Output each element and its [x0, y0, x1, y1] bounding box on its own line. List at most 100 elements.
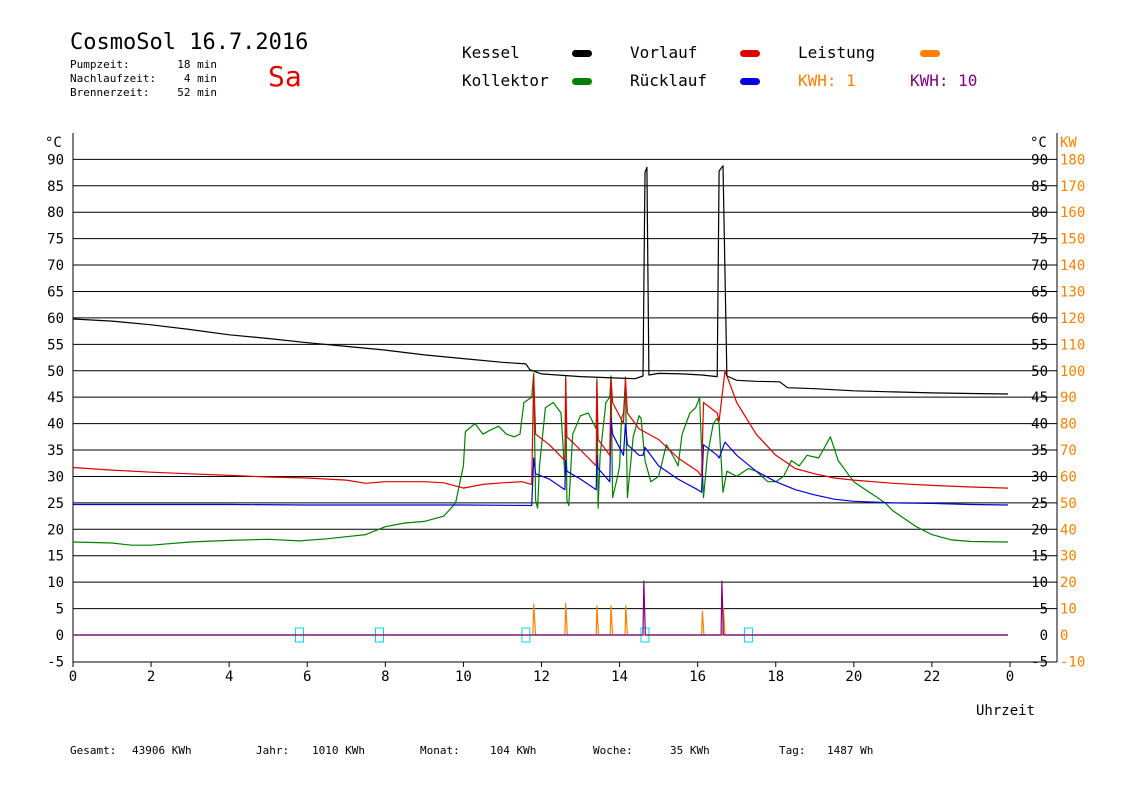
y-tick-label: 25 [47, 496, 64, 512]
y2-tick-label: 170 [1060, 179, 1085, 195]
y-tick-label: 85 [47, 179, 64, 195]
y-tick-label: 70 [47, 258, 64, 274]
series-line-kollektor [72, 372, 1009, 546]
y-tick-label: 15 [47, 549, 64, 565]
series-line-r-cklauf [73, 417, 1009, 507]
y-tick-label: 20 [47, 522, 64, 538]
y2-tick-label: 40 [1060, 522, 1077, 538]
y-tick-label-right: 35 [1031, 443, 1048, 459]
y-tick-label-right: 75 [1031, 232, 1048, 248]
y-tick-label-right: 65 [1031, 284, 1048, 300]
y-tick-label: 80 [47, 205, 64, 221]
y-tick-label-right: 60 [1031, 311, 1048, 327]
x-tick-label: 12 [533, 669, 550, 685]
y2-tick-label: 150 [1060, 232, 1085, 248]
y-tick-label: 45 [47, 390, 64, 406]
y-tick-label: 35 [47, 443, 64, 459]
y2-tick-label: 60 [1060, 469, 1077, 485]
legend-kollektor-label: Kollektor [462, 71, 549, 90]
y-tick-label: 5 [56, 602, 64, 618]
y-unit-label: °C [45, 135, 62, 151]
y-tick-label: -5 [47, 654, 64, 670]
gesamt-label: Gesamt: [70, 744, 117, 757]
y-tick-label: 50 [47, 364, 64, 380]
y2-tick-label: 120 [1060, 311, 1085, 327]
x-tick-label: 20 [845, 669, 862, 685]
y-tick-label-right: 20 [1031, 522, 1048, 538]
monat-label: Monat: [420, 744, 460, 757]
legend-kollektor-swatch [572, 78, 592, 85]
y-tick-label: 90 [47, 152, 64, 168]
jahr-label: Jahr: [256, 744, 290, 757]
y-tick-label-right: 70 [1031, 258, 1048, 274]
legend-kessel-label: Kessel [462, 43, 520, 62]
y2-tick-label: 140 [1060, 258, 1085, 274]
x-axis-label: Uhrzeit [976, 703, 1035, 719]
y2-tick-label: 80 [1060, 417, 1077, 433]
x-tick-label: 18 [767, 669, 784, 685]
y-tick-label: 40 [47, 417, 64, 433]
y-tick-label-right: 55 [1031, 337, 1048, 353]
legend-leistung-label: Leistung [798, 43, 876, 62]
y-tick-label-right: 30 [1031, 469, 1048, 485]
y2-tick-label: 90 [1060, 390, 1077, 406]
y2-tick-label: 160 [1060, 205, 1085, 221]
y-tick-label-right: 85 [1031, 179, 1048, 195]
weekday-label: Sa [268, 60, 302, 93]
woche-value: 35 KWh [670, 744, 710, 757]
y-tick-label-right: 15 [1031, 549, 1048, 565]
x-tick-label: 8 [381, 669, 389, 685]
tag-label: Tag: [779, 744, 806, 757]
monat-value: 104 KWh [490, 744, 537, 757]
y2-tick-label: -10 [1060, 654, 1085, 670]
y-tick-label-right: 40 [1031, 417, 1048, 433]
y2-tick-label: 110 [1060, 337, 1085, 353]
x-tick-label: 16 [689, 669, 706, 685]
brennerzeit-label: Brennerzeit: [70, 86, 150, 99]
woche-label: Woche: [593, 744, 633, 757]
series-line-leistung [73, 602, 1008, 636]
y2-tick-label: 30 [1060, 549, 1077, 565]
nachlaufzeit-label: Nachlaufzeit: [70, 72, 157, 85]
y-tick-label: 0 [56, 628, 64, 644]
y-unit-label-right: °C [1030, 135, 1047, 151]
jahr-value: 1010 KWh [312, 744, 365, 757]
series-line-vorlauf [72, 370, 1009, 489]
nachlaufzeit-value: 4 min [183, 72, 217, 85]
y2-unit-label: KW [1060, 135, 1077, 151]
legend-kwh10-label: KWH: 10 [910, 71, 978, 90]
y-tick-label: 75 [47, 232, 64, 248]
y-tick-label-right: 80 [1031, 205, 1048, 221]
y-tick-label-right: 0 [1040, 628, 1048, 644]
y-tick-label-right: 45 [1031, 390, 1048, 406]
series-line-kessel [72, 165, 1009, 395]
x-tick-label: 6 [303, 669, 311, 685]
series-line-kwh-10 [73, 580, 1008, 636]
y2-tick-label: 100 [1060, 364, 1085, 380]
x-tick-label: 2 [147, 669, 155, 685]
y-tick-label: 10 [47, 575, 64, 591]
chart-title: CosmoSol 16.7.2016 [70, 30, 309, 55]
y2-tick-label: 10 [1060, 602, 1077, 618]
pumpzeit-value: 18 min [177, 58, 217, 71]
x-tick-label: 4 [225, 669, 233, 685]
y-tick-label-right: 5 [1040, 602, 1048, 618]
legend-vorlauf-swatch [740, 50, 760, 57]
legend-vorlauf-label: Vorlauf [630, 43, 698, 62]
x-tick-label: 10 [455, 669, 472, 685]
y-tick-label: 55 [47, 337, 64, 353]
legend-kwh1-label: KWH: 1 [798, 71, 856, 90]
y2-tick-label: 70 [1060, 443, 1077, 459]
y-tick-label: 60 [47, 311, 64, 327]
y-tick-label-right: 90 [1031, 152, 1048, 168]
y-tick-label-right: 50 [1031, 364, 1048, 380]
x-tick-label: 22 [923, 669, 940, 685]
x-tick-label: 0 [1006, 669, 1014, 685]
legend-leistung-swatch [920, 50, 940, 57]
x-tick-label: 14 [611, 669, 628, 685]
y2-tick-label: 130 [1060, 284, 1085, 300]
legend-kessel-swatch [572, 50, 592, 57]
y-tick-label-right: 10 [1031, 575, 1048, 591]
legend-ruecklauf-swatch [740, 78, 760, 85]
